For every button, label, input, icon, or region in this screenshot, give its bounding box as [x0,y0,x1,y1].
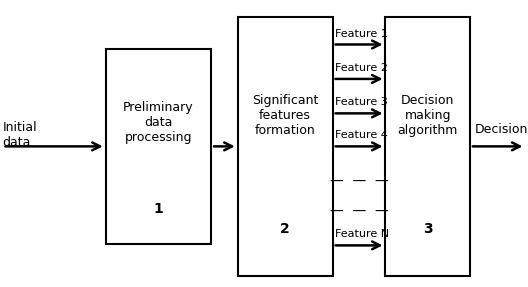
Bar [385,17,470,276]
Text: —  —  —: — — — [329,204,389,218]
Text: Feature 4: Feature 4 [335,131,388,140]
Text: Initial
data: Initial data [3,121,37,149]
Text: Decision: Decision [475,123,528,136]
Text: 1: 1 [154,202,163,216]
Text: Feature 1: Feature 1 [335,29,388,38]
Text: Feature 2: Feature 2 [335,63,388,73]
Text: 3: 3 [423,222,432,236]
Bar [238,17,333,276]
Text: Feature N: Feature N [335,230,389,239]
Text: Significant
features
formation: Significant features formation [252,94,318,137]
Text: Decision
making
algorithm: Decision making algorithm [398,94,458,137]
Bar [106,49,211,244]
Text: Preliminary
data
processing: Preliminary data processing [123,101,194,144]
Text: —  —  —: — — — [329,174,389,188]
Text: 2: 2 [280,222,290,236]
Text: Feature 3: Feature 3 [335,98,388,107]
